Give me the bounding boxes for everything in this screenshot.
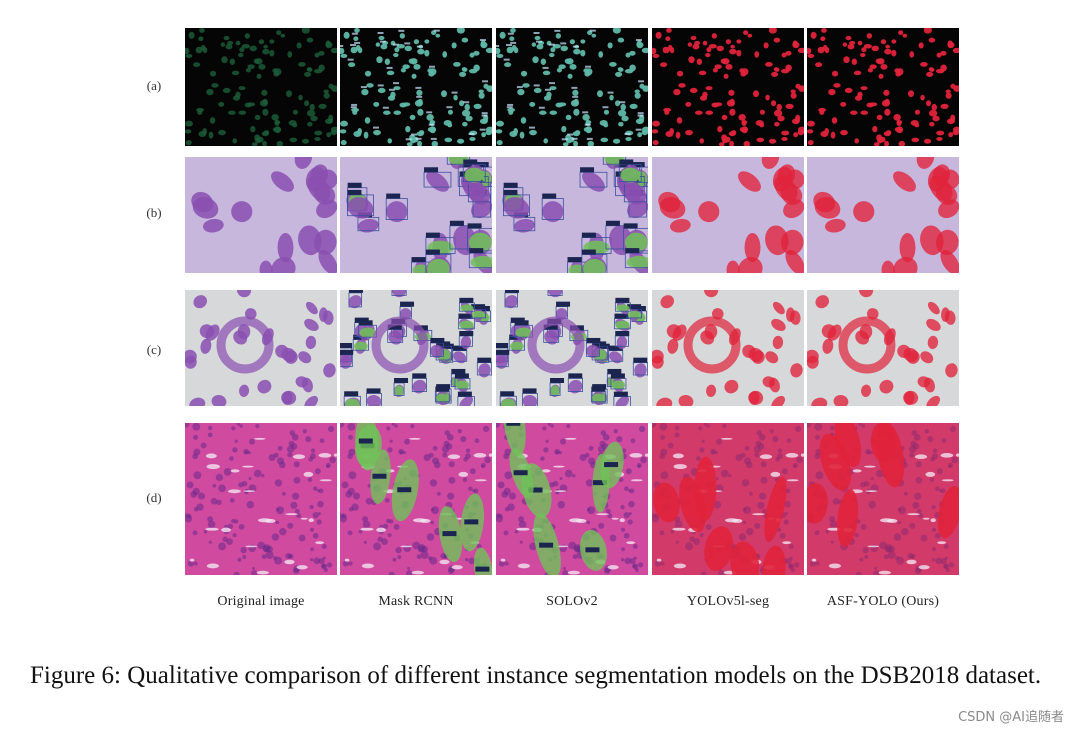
row-label-d: (d) — [146, 490, 162, 505]
panel-b-yolov5l-seg — [652, 157, 804, 273]
column-label-mask-rcnn: Mask RCNN — [378, 594, 454, 609]
panel-b-solov2 — [496, 157, 648, 273]
panel-d-original — [185, 423, 337, 575]
panel-d-mask-rcnn — [340, 423, 492, 575]
panel-c-solov2 — [496, 290, 648, 406]
panel-c-asf-yolo — [807, 290, 959, 406]
panel-c-original — [185, 290, 337, 406]
panel-d-asf-yolo — [807, 423, 959, 575]
column-label-asf-yolo: ASF-YOLO (Ours) — [826, 594, 940, 609]
panel-b-original — [185, 157, 337, 273]
panel-c-yolov5l-seg — [652, 290, 804, 406]
panel-b-mask-rcnn — [340, 157, 492, 273]
panel-d-yolov5l-seg — [652, 423, 804, 575]
panel-a-yolov5l-seg — [652, 28, 804, 146]
panel-a-asf-yolo — [807, 28, 959, 146]
row-label-b: (b) — [146, 205, 162, 220]
watermark: CSDN @AI追随者 — [958, 710, 1064, 725]
panel-d-solov2 — [496, 423, 648, 575]
column-label-solov2: SOLOv2 — [546, 594, 598, 609]
panel-c-mask-rcnn — [340, 290, 492, 406]
panel-a-mask-rcnn — [340, 28, 492, 146]
panel-a-original — [185, 28, 337, 146]
panel-a-solov2 — [496, 28, 648, 146]
row-label-c: (c) — [146, 342, 162, 357]
panel-b-asf-yolo — [807, 157, 959, 273]
column-label-original-image: Original image — [217, 594, 305, 609]
figure-caption: Figure 6: Qualitative comparison of diff… — [30, 662, 1042, 689]
row-label-a: (a) — [146, 78, 162, 93]
column-label-yolov5l-seg: YOLOv5l-seg — [686, 594, 770, 609]
